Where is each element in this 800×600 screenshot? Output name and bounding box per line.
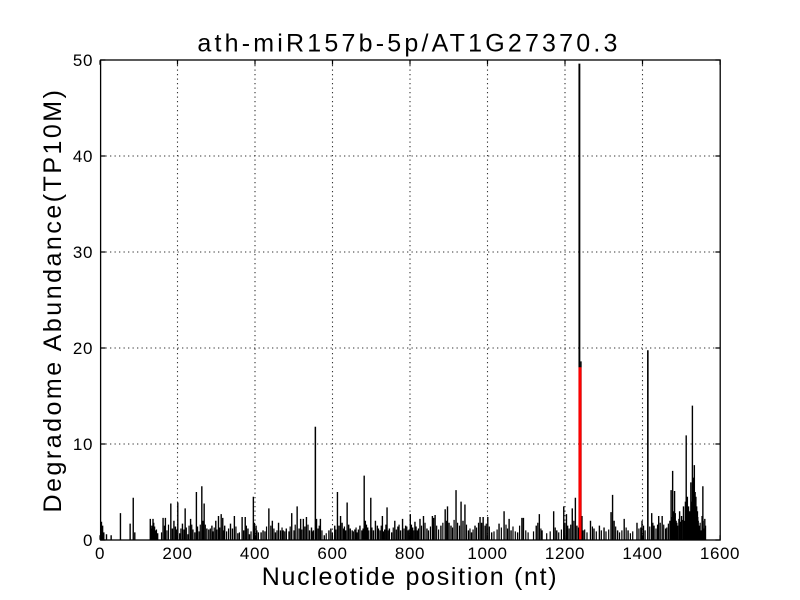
svg-text:30: 30 (73, 243, 93, 262)
svg-text:1400: 1400 (622, 544, 662, 563)
svg-text:ath-miR157b-5p/AT1G27370.3: ath-miR157b-5p/AT1G27370.3 (197, 30, 620, 58)
svg-text:1200: 1200 (545, 544, 585, 563)
svg-text:20: 20 (73, 339, 93, 358)
svg-text:50: 50 (73, 51, 93, 70)
svg-text:40: 40 (73, 147, 93, 166)
svg-text:0: 0 (83, 531, 93, 550)
svg-text:600: 600 (317, 544, 347, 563)
svg-text:Degradome Abundance(TP10M): Degradome Abundance(TP10M) (39, 88, 67, 513)
svg-text:1600: 1600 (700, 544, 740, 563)
svg-text:0: 0 (95, 544, 105, 563)
svg-text:800: 800 (395, 544, 425, 563)
svg-text:1000: 1000 (467, 544, 507, 563)
svg-text:Nucleotide position (nt): Nucleotide position (nt) (262, 563, 559, 591)
svg-text:200: 200 (162, 544, 192, 563)
svg-text:400: 400 (240, 544, 270, 563)
svg-text:10: 10 (73, 435, 93, 454)
